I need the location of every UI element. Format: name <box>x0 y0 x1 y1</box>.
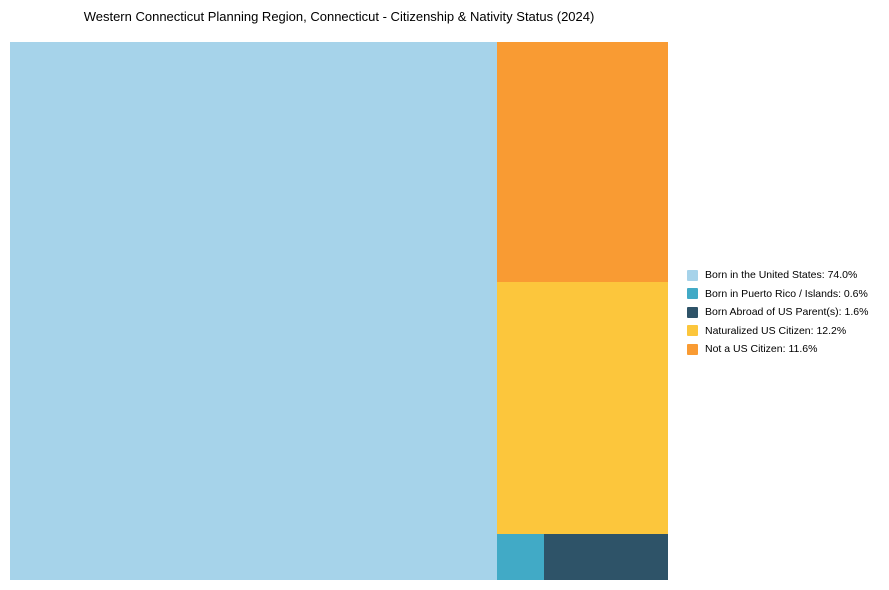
legend-item-naturalized-us-citizen[interactable]: Naturalized US Citizen: 12.2% <box>687 322 868 341</box>
legend-label: Naturalized US Citizen: 12.2% <box>705 324 847 337</box>
treemap-cell-born-in-united-states[interactable] <box>10 42 497 580</box>
treemap-plot <box>10 42 668 580</box>
legend-swatch-icon <box>687 343 698 355</box>
treemap-cell-born-in-puerto-rico[interactable] <box>496 534 544 580</box>
chart-title: Western Connecticut Planning Region, Con… <box>83 9 595 24</box>
legend-item-not-a-us-citizen[interactable]: Not a US Citizen: 11.6% <box>687 340 868 359</box>
legend-swatch-icon <box>687 269 698 281</box>
treemap-cell-not-a-us-citizen[interactable] <box>496 42 668 283</box>
legend-item-born-in-united-states[interactable]: Born in the United States: 74.0% <box>687 266 868 285</box>
legend-swatch-icon <box>687 306 698 318</box>
treemap-cell-naturalized-us-citizen[interactable] <box>496 282 668 535</box>
treemap-cell-born-abroad-of-us-parents[interactable] <box>543 534 668 580</box>
legend-label: Born Abroad of US Parent(s): 1.6% <box>705 306 869 319</box>
legend: Born in the United States: 74.0% Born in… <box>687 266 868 359</box>
legend-swatch-icon <box>687 288 698 300</box>
legend-label: Born in the United States: 74.0% <box>705 269 858 282</box>
legend-swatch-icon <box>687 325 698 337</box>
legend-item-born-in-puerto-rico[interactable]: Born in Puerto Rico / Islands: 0.6% <box>687 285 868 304</box>
legend-item-born-abroad-of-us-parents[interactable]: Born Abroad of US Parent(s): 1.6% <box>687 303 868 322</box>
legend-label: Not a US Citizen: 11.6% <box>705 343 818 356</box>
legend-label: Born in Puerto Rico / Islands: 0.6% <box>705 287 868 300</box>
